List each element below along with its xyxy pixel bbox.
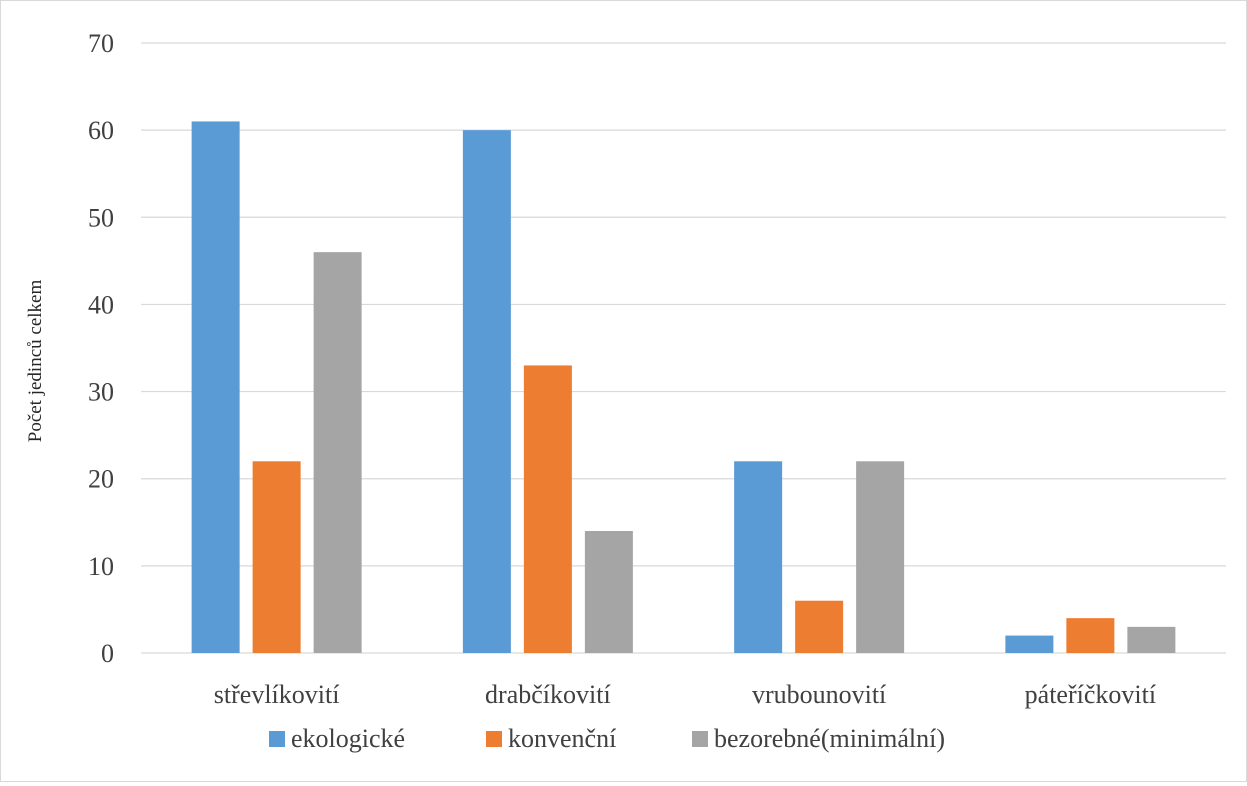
legend-swatch	[692, 731, 708, 747]
legend-swatch	[486, 731, 502, 747]
y-tick-label: 30	[88, 378, 114, 407]
x-category-label: páteříčkovití	[1025, 680, 1156, 709]
legend: ekologické konvenční bezorebné(minimální)	[269, 724, 945, 753]
bar-1-1	[191, 121, 240, 653]
bar-2-2	[523, 365, 572, 653]
x-category-label: střevlíkovití	[214, 680, 340, 709]
x-category-label: vrubounovití	[752, 680, 886, 709]
x-axis-labels: střevlíkovití drabčíkovití vrubounovití pát…	[214, 680, 1156, 709]
bars	[191, 121, 1176, 654]
x-category-label: drabčíkovití	[485, 680, 611, 709]
y-tick-label: 10	[88, 552, 114, 581]
legend-label: bezorebné(minimální)	[714, 724, 945, 753]
bar-1-4	[1005, 635, 1054, 653]
y-tick-label: 50	[88, 203, 114, 232]
bar-2-1	[252, 461, 301, 653]
bar-1-2	[462, 130, 511, 654]
bar-2-4	[1066, 618, 1115, 653]
y-axis-label: Počet jedinců celkem	[25, 280, 46, 443]
legend-label: ekologické	[291, 724, 405, 753]
y-axis-ticks: 0 10 20 30 40 50 60 70	[88, 29, 114, 668]
bar-3-1	[313, 252, 362, 653]
legend-label: konvenční	[508, 724, 616, 753]
legend-swatch	[269, 731, 285, 747]
y-tick-label: 70	[88, 29, 114, 58]
y-tick-label: 20	[88, 465, 114, 494]
y-tick-label: 0	[101, 639, 114, 668]
y-tick-label: 60	[88, 116, 114, 145]
bar-2-3	[795, 600, 844, 653]
bar-3-3	[856, 461, 905, 653]
bar-3-4	[1127, 626, 1176, 653]
bar-3-2	[584, 531, 633, 653]
y-tick-label: 40	[88, 290, 114, 319]
gridlines	[141, 42, 1226, 654]
bar-1-3	[734, 461, 783, 653]
